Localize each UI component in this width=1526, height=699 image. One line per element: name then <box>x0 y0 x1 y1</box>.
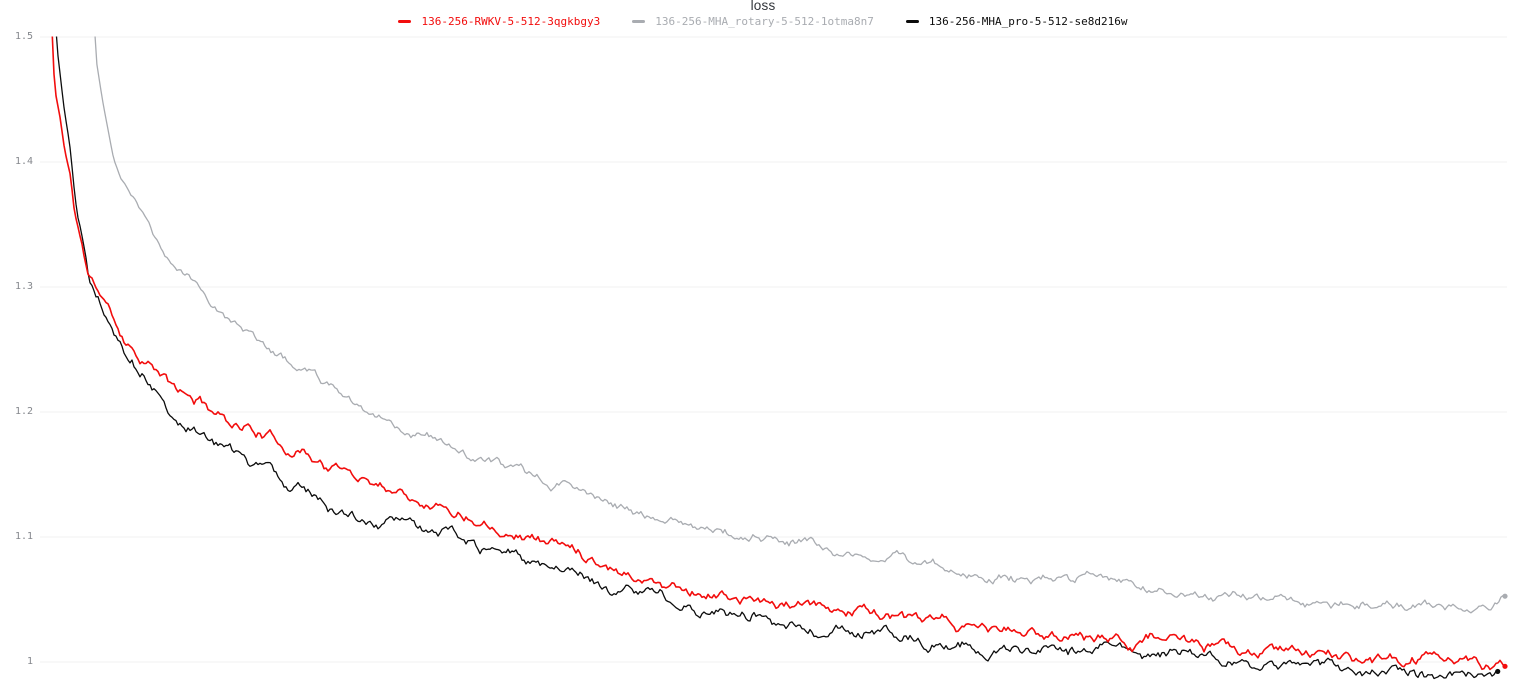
legend: 136-256-RWKV-5-512-3qgkbgy3 136-256-MHA_… <box>0 15 1526 28</box>
legend-item-rwkv[interactable]: 136-256-RWKV-5-512-3qgkbgy3 <box>398 15 600 28</box>
legend-line-icon <box>398 20 412 23</box>
panel-title: loss <box>750 0 776 13</box>
legend-line-icon <box>905 20 919 23</box>
y-tick-label: 1.1 <box>14 530 33 542</box>
legend-label: 136-256-MHA_pro-5-512-se8d216w <box>928 15 1128 28</box>
legend-line-icon <box>632 20 646 23</box>
legend-label: 136-256-MHA_rotary-5-512-1otma8n7 <box>655 15 874 28</box>
series-line-0 <box>51 36 1505 671</box>
y-tick-label: 1.2 <box>14 405 33 417</box>
series-end-dot-0 <box>1502 663 1508 669</box>
series-line-2 <box>55 36 1497 680</box>
legend-label: 136-256-RWKV-5-512-3qgkbgy3 <box>421 15 601 28</box>
y-tick-label: 1.4 <box>14 155 33 167</box>
legend-item-mha-pro[interactable]: 136-256-MHA_pro-5-512-se8d216w <box>905 15 1128 28</box>
y-tick-label: 1 <box>26 655 33 667</box>
series-line-1 <box>94 36 1506 614</box>
legend-item-mha-rotary[interactable]: 136-256-MHA_rotary-5-512-1otma8n7 <box>632 15 874 28</box>
gridlines <box>40 36 1507 663</box>
series-end-dot-1 <box>1502 593 1508 599</box>
y-tick-label: 1.3 <box>14 280 33 292</box>
y-tick-label: 1.5 <box>14 30 33 42</box>
series-end-dot-2 <box>1495 668 1501 675</box>
